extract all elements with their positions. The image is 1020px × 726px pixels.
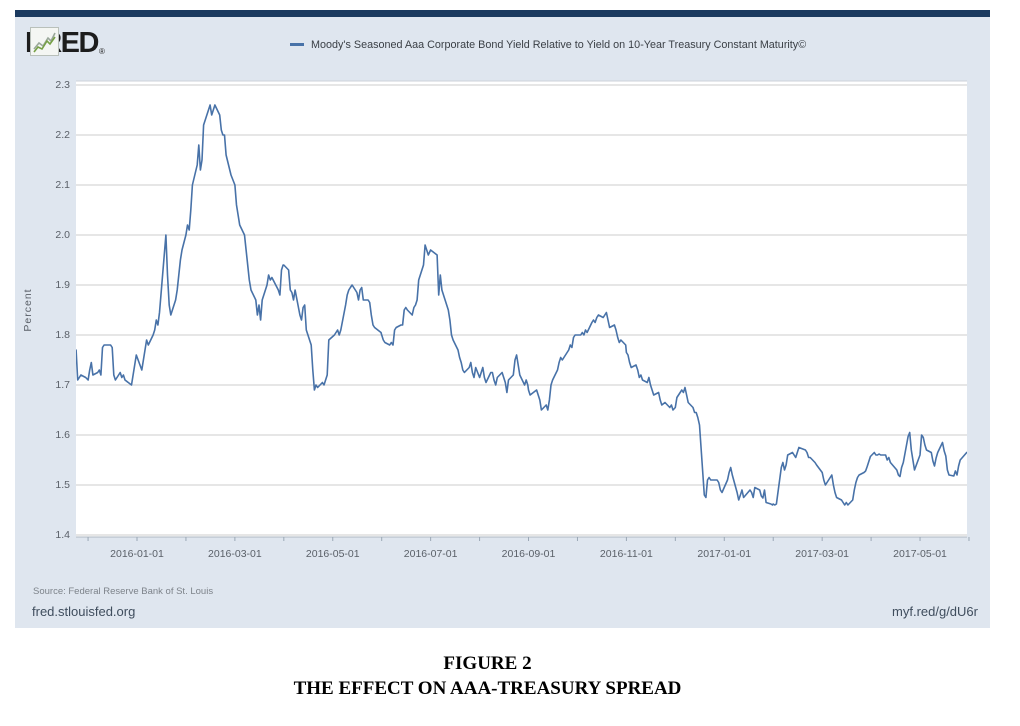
- chart-legend: Moody's Seasoned Aaa Corporate Bond Yiel…: [290, 37, 806, 52]
- x-tick-label: 2017-01-01: [697, 548, 752, 560]
- fred-logo[interactable]: FRED ®: [25, 27, 105, 59]
- figure-caption-title: THE EFFECT ON AAA-TREASURY SPREAD: [293, 678, 682, 699]
- x-tick-label: 2017-05-01: [893, 548, 947, 560]
- registered-trademark: ®: [98, 47, 105, 56]
- y-tick-label: 1.4: [55, 529, 70, 541]
- x-tick-label: 2016-07-01: [403, 548, 458, 560]
- y-tick-label: 2.0: [55, 229, 70, 241]
- y-axis-title: Percent: [22, 288, 34, 332]
- y-tick-label: 2.1: [55, 179, 70, 191]
- y-tick-label: 1.6: [55, 429, 70, 441]
- y-tick-label: 2.2: [55, 129, 70, 141]
- fred-site-link[interactable]: fred.stlouisfed.org: [32, 604, 136, 619]
- widget-top-bar: [15, 10, 990, 17]
- legend-line-swatch: [290, 43, 304, 46]
- x-tick-label: 2016-05-01: [305, 548, 360, 560]
- share-short-link[interactable]: myf.red/g/dU6r: [892, 604, 978, 619]
- x-tick-label: 2016-09-01: [501, 548, 556, 560]
- x-tick-label: 2017-03-01: [795, 548, 850, 560]
- x-tick-label: 2016-03-01: [208, 548, 262, 560]
- figure-caption-number: FIGURE 2: [443, 653, 532, 674]
- y-tick-label: 1.5: [55, 479, 70, 491]
- x-tick-label: 2016-01-01: [110, 548, 164, 560]
- fred-sparkline-icon: [30, 27, 59, 56]
- figure-caption: FIGURE 2 THE EFFECT ON AAA-TREASURY SPRE…: [0, 652, 975, 701]
- y-tick-label: 1.8: [55, 329, 70, 341]
- x-tick-label: 2016-11-01: [599, 548, 653, 560]
- legend-series-label[interactable]: Moody's Seasoned Aaa Corporate Bond Yiel…: [311, 38, 807, 51]
- y-tick-label: 1.9: [55, 279, 70, 291]
- y-tick-label: 1.7: [55, 379, 70, 391]
- y-tick-label: 2.3: [55, 79, 70, 91]
- source-note: Source: Federal Reserve Bank of St. Loui…: [33, 586, 214, 597]
